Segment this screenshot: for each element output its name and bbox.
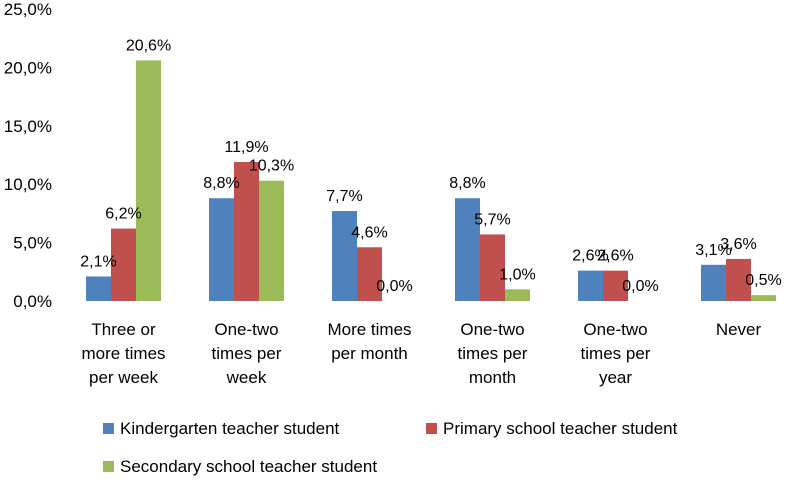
data-label: 0,5% <box>745 272 781 289</box>
data-label: 2,6% <box>572 248 608 265</box>
data-label: 0,0% <box>622 278 658 295</box>
x-category-label: More times <box>327 320 411 339</box>
x-category-label: Three or <box>91 320 156 339</box>
y-tick-label: 20,0% <box>4 58 52 77</box>
bar <box>332 211 357 301</box>
x-category-label: times per <box>212 344 282 363</box>
y-tick-label: 5,0% <box>13 234 52 253</box>
bar <box>751 295 776 301</box>
legend-swatch <box>426 423 437 434</box>
x-category-label: more times <box>81 344 165 363</box>
bar <box>86 276 111 301</box>
bar <box>480 234 505 301</box>
bars <box>86 60 776 301</box>
data-label: 5,7% <box>474 211 510 228</box>
data-label: 11,9% <box>224 139 268 156</box>
legend-label: Secondary school teacher student <box>120 457 377 476</box>
x-category-label: month <box>469 368 516 387</box>
data-label: 3,1% <box>695 242 731 259</box>
bar <box>136 60 161 301</box>
x-category-label: per month <box>331 344 408 363</box>
x-category-label: year <box>599 368 632 387</box>
x-category-label: week <box>226 368 267 387</box>
legend-label: Kindergarten teacher student <box>120 419 340 438</box>
x-category-label: Never <box>716 320 762 339</box>
legend-label: Primary school teacher student <box>443 419 678 438</box>
x-category-label: One-two <box>214 320 278 339</box>
data-label: 7,7% <box>326 188 362 205</box>
data-label: 8,8% <box>203 175 239 192</box>
bar <box>505 289 530 301</box>
x-axis: Three or more times per week One-two times p… <box>81 320 761 387</box>
data-label: 0,0% <box>376 278 412 295</box>
x-category-label: times per <box>581 344 651 363</box>
data-labels: 2,1% 6,2% 20,6% 8,8% 11,9% 10,3% 7,7% 4,6% 0,0% 8… <box>80 37 781 295</box>
data-label: 2,6% <box>597 248 633 265</box>
data-label: 20,6% <box>126 37 171 54</box>
data-label: 8,8% <box>449 175 485 192</box>
x-category-label: times per <box>458 344 528 363</box>
y-axis: 0,0% 5,0% 10,0% 15,0% 20,0% 25,0% <box>4 0 52 311</box>
bar <box>111 228 136 301</box>
bar <box>603 270 628 301</box>
bar <box>259 180 284 301</box>
data-label: 10,3% <box>249 158 294 175</box>
x-category-label: per week <box>89 368 158 387</box>
x-category-label: One-two <box>583 320 647 339</box>
x-category-label: One-two <box>460 320 524 339</box>
y-tick-label: 0,0% <box>13 292 52 311</box>
data-label: 3,6% <box>720 236 756 253</box>
bar <box>578 270 603 301</box>
legend-swatch <box>103 423 114 434</box>
bar <box>701 264 726 301</box>
y-tick-label: 10,0% <box>4 175 52 194</box>
bar <box>357 247 382 301</box>
legend: Kindergarten teacher student Primary scho… <box>103 419 678 476</box>
data-label: 4,6% <box>351 224 387 241</box>
bar <box>209 198 234 301</box>
legend-swatch <box>103 461 114 472</box>
data-label: 1,0% <box>499 266 535 283</box>
bar <box>234 162 259 301</box>
bar <box>455 198 480 301</box>
data-label: 6,2% <box>105 206 141 223</box>
y-tick-label: 15,0% <box>4 117 52 136</box>
y-tick-label: 25,0% <box>4 0 52 19</box>
bar <box>726 258 751 301</box>
data-label: 2,1% <box>80 253 116 270</box>
